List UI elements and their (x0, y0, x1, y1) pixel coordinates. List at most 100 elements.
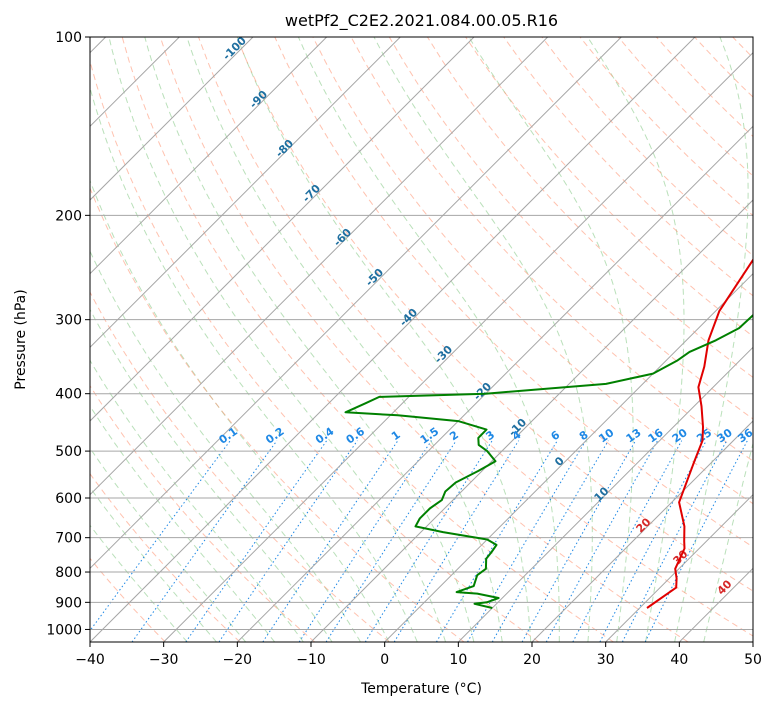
moist-adiabat-line (90, 308, 333, 642)
mixing-ratio-line (467, 440, 587, 642)
moist-adiabat-line (90, 524, 188, 642)
y-tick-label: 800 (55, 565, 82, 581)
y-tick-label: 300 (55, 313, 82, 329)
moist-adiabat-line (90, 179, 390, 642)
mixing-ratio-line (185, 440, 328, 642)
dry-adiabat-line (388, 37, 753, 420)
mixing-ratio-line (364, 440, 493, 642)
mixing-ratio-line (572, 440, 683, 642)
moist-adiabat-line (186, 37, 503, 642)
isotherm-line (90, 37, 401, 349)
y-tick-label: 400 (55, 387, 82, 403)
isotherm-line (457, 346, 753, 642)
x-axis-ticks: −40 −30 −20 −10 0 10 20 30 40 50 (75, 642, 762, 668)
y-tick-label: 700 (55, 531, 82, 547)
dry-adiabat-line (541, 37, 753, 257)
dry-adiabat-line (350, 37, 753, 462)
mixing-ratio-label: 8 (577, 428, 591, 443)
plot-area: 0.1 0.2 0.4 0.6 1 1.5 2 3 4 6 8 10 13 16 20 25 30 36-100-… (90, 34, 775, 642)
x-tick-label: 30 (597, 652, 615, 668)
isobar-gridlines (90, 37, 753, 630)
isotherm-line (310, 199, 753, 642)
isotherm-line (384, 272, 753, 642)
moist-adiabat-line (90, 359, 304, 642)
dry-adiabat-label: -80 (273, 137, 296, 160)
x-tick-label: 10 (449, 652, 467, 668)
y-tick-label: 1000 (46, 622, 82, 638)
x-axis-label: Temperature (°C) (360, 681, 482, 697)
moist-adiabat-line (144, 37, 475, 642)
moist-adiabat-line (90, 250, 362, 642)
dry-adiabat-label: -50 (363, 266, 386, 289)
dry-adiabat-line (465, 37, 753, 338)
dry-adiabat-line (90, 384, 316, 642)
y-axis-ticks: 100 200 300 400 500 600 700 800 900 1000 (46, 30, 90, 638)
plot-frame (89, 36, 754, 643)
dry-adiabat-line (236, 37, 753, 592)
moist-adiabat-label: 40 (715, 577, 735, 597)
isotherms (90, 37, 753, 642)
y-tick-label: 200 (55, 208, 82, 224)
dry-adiabat-label: -70 (300, 182, 323, 205)
dry-adiabat-line (503, 37, 753, 297)
moist-adiabat-line (468, 37, 634, 642)
isotherm-line (90, 37, 622, 570)
dry-adiabat-label: -20 (471, 380, 494, 403)
mixing-ratio-label: 1 (389, 428, 403, 443)
x-tick-label: −10 (296, 652, 326, 668)
dry-adiabat-label: -10 (506, 416, 529, 439)
mixing-ratio-label: 0.2 (263, 425, 286, 447)
isotherm-line (90, 37, 549, 496)
mixing-ratio-line (262, 440, 399, 642)
isotherm-line (90, 37, 475, 422)
mixing-ratio-line (90, 440, 231, 632)
background-line-labels: 0.1 0.2 0.4 0.6 1 1.5 2 3 4 6 8 10 13 16 20 25 30 36-100-… (217, 34, 755, 598)
y-tick-label: 100 (55, 30, 82, 46)
mixing-ratio-line (131, 440, 278, 642)
mixing-ratio-label: 2 (447, 428, 461, 443)
mixing-ratio-label: 36 (735, 426, 755, 446)
moist-adiabat-line (587, 37, 685, 642)
mixing-ratio-line (491, 440, 609, 642)
isotherm-line (236, 125, 753, 642)
mixing-ratio-line (521, 440, 637, 642)
y-tick-label: 500 (55, 444, 82, 460)
dry-adiabat-line (90, 291, 390, 642)
moist-adiabat-label: 20 (634, 515, 654, 535)
dry-adiabat-line (121, 37, 614, 642)
mixing-ratio-line (218, 440, 358, 642)
mixing-ratio-line (298, 440, 432, 642)
mixing-ratio-label: 1.5 (418, 425, 441, 447)
moist-adiabat-line (373, 37, 593, 642)
y-tick-label: 600 (55, 491, 82, 507)
dry-adiabat-line (771, 37, 775, 642)
dry-adiabats (90, 37, 775, 642)
mixing-ratio-label: 6 (549, 428, 563, 443)
y-tick-label: 900 (55, 595, 82, 611)
moist-adiabat-line (703, 441, 753, 642)
isotherm-line (90, 37, 254, 201)
isotherm-line (90, 37, 328, 275)
mixing-ratio-line (435, 440, 558, 642)
moist-adiabat-line (90, 447, 247, 642)
x-tick-label: 0 (380, 652, 389, 668)
isotherm-line (163, 51, 753, 642)
isotherm-line (605, 493, 753, 642)
isotherm-line (531, 420, 753, 642)
dry-adiabat-line (312, 37, 753, 505)
mixing-ratio-label: 0.6 (344, 425, 368, 447)
y-axis-label: Pressure (hPa) (13, 289, 29, 389)
dry-adiabat-line (159, 37, 689, 642)
isotherm-line (752, 641, 753, 642)
mixing-ratio-label: 20 (670, 426, 690, 446)
mixing-ratio-line (545, 440, 659, 642)
dry-adiabat-line (274, 37, 753, 548)
mixing-ratio-lines (90, 440, 748, 642)
x-tick-label: 20 (523, 652, 541, 668)
dry-adiabat-label: -100 (220, 34, 249, 63)
moist-adiabat-line (108, 37, 447, 642)
dry-adiabat-line (90, 59, 540, 642)
moist-adiabat-line (90, 486, 217, 642)
moist-adiabat-line (90, 405, 276, 642)
